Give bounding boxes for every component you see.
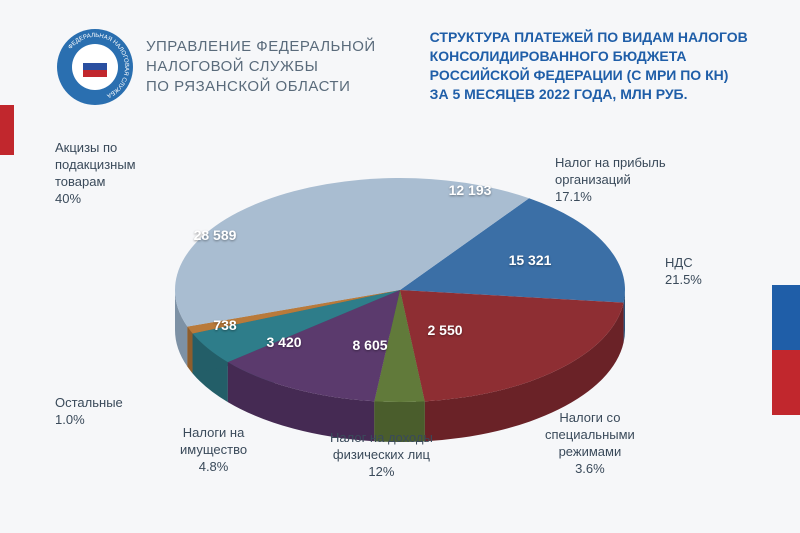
slice-label: Налог на прибыльорганизаций17.1% xyxy=(555,155,666,206)
pie-chart-3d: 12 193 Налог на прибыльорганизаций17.1% 15… xyxy=(0,120,800,520)
slice-label: Налог на доходыфизических лиц12% xyxy=(330,430,433,481)
slice-value: 3 420 xyxy=(266,334,301,350)
slice-value: 12 193 xyxy=(449,182,492,198)
slice-label: Налоги наимущество4.8% xyxy=(180,425,247,476)
chart-title: СТРУКТУРА ПЛАТЕЖЕЙ ПО ВИДАМ НАЛОГОВ КОНС… xyxy=(390,28,760,104)
org-name: УПРАВЛЕНИЕ ФЕДЕРАЛЬНОЙ НАЛОГОВОЙ СЛУЖБЫ … xyxy=(146,37,376,98)
fns-logo: ФЕДЕРАЛЬНАЯ НАЛОГОВАЯ СЛУЖБА xyxy=(56,28,134,106)
header: ФЕДЕРАЛЬНАЯ НАЛОГОВАЯ СЛУЖБА УПРАВЛЕНИЕ … xyxy=(56,28,760,106)
slice-value: 8 605 xyxy=(352,337,387,353)
slice-label: Акцизы поподакцизнымтоварам40% xyxy=(55,140,136,208)
slice-value: 15 321 xyxy=(509,252,552,268)
slice-label: Налоги соспециальнымирежимами3.6% xyxy=(545,410,635,478)
slice-value: 28 589 xyxy=(194,227,237,243)
slice-label: НДС21.5% xyxy=(665,255,702,289)
title-line2: КОНСОЛИДИРОВАННОГО БЮДЖЕТА xyxy=(430,47,760,66)
org-line1: УПРАВЛЕНИЕ ФЕДЕРАЛЬНОЙ xyxy=(146,37,376,57)
org-line2: НАЛОГОВОЙ СЛУЖБЫ xyxy=(146,57,376,77)
title-line4: ЗА 5 МЕСЯЦЕВ 2022 ГОДА, МЛН РУБ. xyxy=(430,85,760,104)
slice-label: Остальные1.0% xyxy=(55,395,123,429)
title-line1: СТРУКТУРА ПЛАТЕЖЕЙ ПО ВИДАМ НАЛОГОВ xyxy=(430,28,760,47)
slice-value: 738 xyxy=(213,317,236,333)
org-block: ФЕДЕРАЛЬНАЯ НАЛОГОВАЯ СЛУЖБА УПРАВЛЕНИЕ … xyxy=(56,28,376,106)
title-line3: РОССИЙСКОЙ ФЕДЕРАЦИИ (С МРИ ПО КН) xyxy=(430,66,760,85)
slice-value: 2 550 xyxy=(427,322,462,338)
org-line3: ПО РЯЗАНСКОЙ ОБЛАСТИ xyxy=(146,77,376,97)
